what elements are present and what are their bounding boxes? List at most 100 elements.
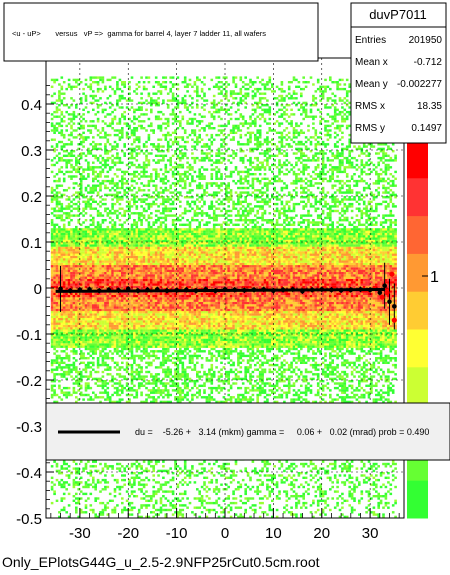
heatmap-cell (121, 315, 124, 318)
heatmap-cell (104, 258, 107, 261)
heatmap-cell (113, 230, 117, 233)
heatmap-cell (128, 393, 131, 397)
heatmap-cell (152, 389, 155, 392)
heatmap-cell (50, 237, 54, 240)
heatmap-cell (137, 239, 141, 243)
heatmap-cell (65, 154, 68, 157)
heatmap-cell (152, 196, 155, 199)
heatmap-cell (162, 269, 165, 272)
heatmap-cell (157, 331, 160, 335)
heatmap-cell (130, 150, 134, 153)
heatmap-cell (60, 340, 64, 344)
heatmap-cell (65, 304, 68, 307)
heatmap-cell (150, 292, 153, 295)
heatmap-cell (99, 205, 102, 208)
heatmap-cell (113, 278, 117, 282)
heatmap-cell (70, 324, 73, 328)
heatmap-cell (87, 205, 90, 208)
heatmap-cell (113, 189, 117, 192)
heatmap-cell (137, 173, 141, 176)
heatmap-cell (130, 345, 134, 348)
heatmap-cell (133, 334, 136, 337)
heatmap-cell (62, 506, 66, 509)
heatmap-cell (62, 258, 66, 261)
heatmap-cell (50, 363, 54, 367)
heatmap-cell (92, 168, 95, 171)
heatmap-cell (65, 244, 68, 247)
heatmap-cell (92, 398, 95, 401)
heatmap-cell (104, 481, 107, 484)
heatmap-cell (150, 511, 153, 514)
heatmap-cell (96, 258, 100, 261)
heatmap-cell (72, 175, 76, 178)
heatmap-cell (137, 331, 141, 335)
heatmap-cell (77, 122, 80, 125)
heatmap-cell (84, 483, 88, 486)
heatmap-cell (60, 170, 64, 174)
heatmap-cell (123, 177, 126, 180)
heatmap-cell (84, 136, 88, 139)
heatmap-cell (140, 297, 143, 300)
heatmap-cell (152, 380, 155, 383)
heatmap-cell (70, 200, 73, 203)
heatmap-cell (140, 384, 143, 387)
heatmap-cell (162, 359, 165, 362)
heatmap-cell (89, 168, 93, 171)
heatmap-cell (82, 357, 85, 360)
heatmap-cell (99, 136, 102, 139)
heatmap-cell (60, 281, 64, 284)
heatmap-cell (162, 476, 165, 479)
heatmap-cell (113, 258, 117, 261)
heatmap-cell (162, 216, 165, 220)
heatmap-cell (159, 506, 163, 509)
heatmap-cell (79, 258, 83, 261)
heatmap-cell (77, 209, 80, 213)
heatmap-cell (67, 214, 71, 217)
heatmap-cell (150, 288, 153, 291)
heatmap-cell (92, 304, 95, 307)
heatmap-cell (145, 260, 148, 263)
heatmap-cell (77, 340, 80, 344)
heatmap-cell (79, 511, 83, 514)
heatmap-cell (111, 267, 114, 270)
heatmap-cell (118, 329, 122, 332)
heatmap-cell (123, 508, 126, 512)
heatmap-cell (154, 315, 158, 318)
heatmap-cell (75, 311, 78, 314)
heatmap-cell (154, 246, 158, 249)
heatmap-cell (140, 370, 143, 374)
heatmap-cell (159, 488, 163, 491)
heatmap-cell (150, 336, 153, 339)
heatmap-cell (101, 354, 105, 358)
heatmap-cell (89, 320, 93, 323)
heatmap-cell (94, 322, 97, 325)
heatmap-cell (140, 108, 143, 111)
heatmap-cell (111, 271, 114, 275)
heatmap-cell (82, 117, 85, 121)
heatmap-cell (94, 113, 97, 116)
heatmap-cell (128, 117, 131, 121)
heatmap-cell (162, 460, 165, 463)
heatmap-cell (53, 101, 56, 105)
heatmap-cell (96, 228, 100, 231)
heatmap-cell (154, 92, 158, 95)
heatmap-cell (77, 219, 80, 222)
heatmap-cell (157, 294, 160, 298)
heatmap-cell (164, 370, 168, 374)
heatmap-cell (128, 87, 131, 91)
heatmap-cell (67, 216, 71, 220)
heatmap-cell (130, 329, 134, 332)
heatmap-cell (94, 269, 97, 272)
heatmap-cell (53, 242, 56, 245)
heatmap-cell (121, 283, 124, 286)
heatmap-cell (152, 465, 155, 468)
heatmap-cell (62, 343, 66, 346)
heatmap-cell (60, 196, 64, 199)
heatmap-cell (145, 301, 148, 305)
heatmap-cell (50, 389, 54, 392)
heatmap-cell (94, 345, 97, 348)
heatmap-cell (101, 262, 105, 266)
heatmap-cell (70, 370, 73, 374)
heatmap-cell (65, 467, 68, 470)
heatmap-cell (99, 161, 102, 164)
